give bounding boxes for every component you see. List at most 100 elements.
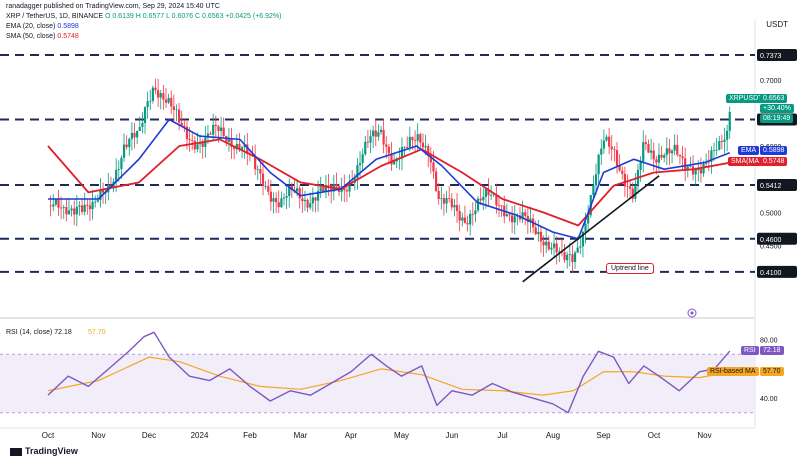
- candle-body: [416, 134, 419, 141]
- candle-body: [67, 210, 71, 215]
- candle-body: [600, 148, 603, 155]
- candle-body: [366, 141, 369, 143]
- candle-body: [296, 188, 299, 192]
- candle-body: [542, 241, 545, 246]
- time-tick-label: Nov: [697, 431, 711, 440]
- candle-body: [571, 254, 574, 263]
- candle-body: [235, 143, 238, 150]
- candle-body: [563, 252, 566, 261]
- candle-body: [508, 214, 511, 216]
- price-pane[interactable]: [0, 54, 755, 318]
- publisher-line: ranadagger published on TradingView.com,…: [6, 3, 220, 10]
- candle-body: [185, 126, 189, 140]
- candle-body: [505, 214, 508, 217]
- sma-legend[interactable]: SMA (50, close) 0.5748: [6, 33, 79, 40]
- time-tick-label: Apr: [345, 431, 358, 440]
- candle-body: [301, 198, 304, 202]
- candle-body: [275, 198, 278, 203]
- candle-body: [282, 197, 286, 199]
- candle-body: [267, 185, 270, 192]
- candle-body: [469, 213, 472, 225]
- candle-body: [673, 144, 676, 151]
- candle-body: [212, 124, 215, 135]
- candle-body: [610, 146, 613, 150]
- candle-body: [157, 90, 160, 98]
- candle-body: [629, 186, 632, 189]
- candle-body: [382, 129, 385, 145]
- candle-body: [545, 241, 548, 246]
- candle-body: [490, 194, 493, 196]
- ohlc-close: C 0.6563: [195, 13, 224, 20]
- uptrend-line-annotation: Uptrend line: [606, 263, 654, 274]
- candle-body: [164, 99, 168, 103]
- candle-body: [448, 197, 451, 199]
- candle-body: [143, 107, 147, 123]
- price-tag-symbol: XRPUSDT: [726, 94, 766, 103]
- candle-body: [408, 136, 411, 148]
- ema-legend[interactable]: EMA (20, close) 0.5898: [6, 23, 79, 30]
- candle-body: [476, 198, 480, 211]
- candle-body: [649, 150, 653, 153]
- level-tag: [757, 232, 797, 245]
- candle-body: [136, 130, 139, 138]
- candle-body: [500, 205, 503, 207]
- candle-body: [702, 163, 705, 174]
- candle-body: [518, 215, 522, 220]
- candle-body: [214, 124, 217, 127]
- candle-body: [437, 190, 440, 200]
- candle-body: [117, 169, 120, 170]
- time-tick-label: Aug: [546, 431, 560, 440]
- candle-body: [65, 207, 68, 215]
- candle-body: [311, 197, 314, 204]
- candle-body: [615, 150, 619, 166]
- candle-body: [400, 147, 404, 159]
- candle-body: [697, 169, 700, 170]
- candle-body: [534, 227, 537, 235]
- candle-body: [652, 150, 655, 160]
- candle-body: [618, 165, 621, 171]
- candle-body: [290, 186, 293, 190]
- candle-body: [660, 154, 663, 158]
- candle-body: [285, 196, 288, 198]
- price-tick-label: 0.7000: [760, 78, 782, 85]
- candle-body: [364, 141, 367, 155]
- candle-body: [115, 169, 118, 182]
- candle-body: [88, 205, 92, 210]
- candle-body: [167, 97, 170, 103]
- time-tick-label: Jul: [497, 431, 507, 440]
- candle-body: [639, 161, 642, 170]
- candle-body: [668, 148, 671, 154]
- time-tick-label: Oct: [42, 431, 55, 440]
- candle-body: [133, 132, 136, 138]
- rsi-line: [47, 331, 731, 414]
- level-label: 0.4600: [760, 237, 782, 244]
- ema-tag-value: 0.5898: [760, 146, 788, 155]
- candle-body: [261, 173, 265, 187]
- candle-body: [413, 140, 417, 141]
- time-tick-label: 2024: [191, 431, 209, 440]
- candle-body: [631, 188, 634, 199]
- candle-body: [196, 144, 199, 150]
- rsi-pane[interactable]: RSI (14, close) 72.18 57.70: [0, 329, 755, 414]
- candle-body: [146, 101, 149, 108]
- candle-body: [699, 169, 703, 174]
- candle-body: [78, 205, 81, 207]
- level-tag: [757, 49, 797, 62]
- rsi-ma-line: [47, 356, 730, 396]
- candle-body: [101, 189, 105, 193]
- sma-tag: SMA(MA: [728, 157, 762, 166]
- candle-body: [419, 134, 422, 143]
- candle-body: [421, 142, 425, 148]
- price-tick-label: 0.5000: [760, 210, 782, 217]
- candle-body: [513, 216, 516, 223]
- candle-body: [49, 205, 52, 207]
- candle-body: [597, 154, 600, 175]
- candle-body: [689, 166, 692, 168]
- candle-body: [246, 144, 249, 155]
- ohlc-low: L 0.6076: [166, 13, 194, 20]
- candle-body: [348, 181, 351, 192]
- candle-body: [453, 205, 456, 208]
- candle-body: [665, 148, 668, 156]
- candle-body: [458, 211, 461, 221]
